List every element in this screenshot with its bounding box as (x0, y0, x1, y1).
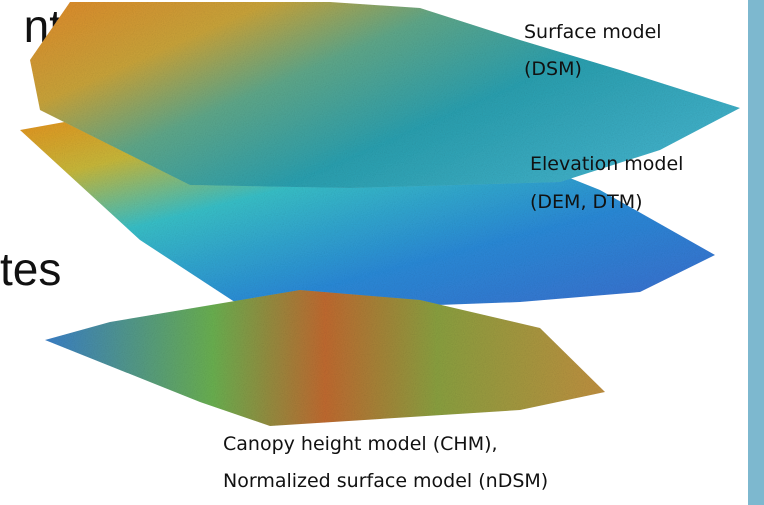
layer-label: Elevation model (530, 153, 683, 175)
slide-text: tes (0, 243, 61, 295)
layer-label: (DSM) (524, 58, 582, 80)
layer-label: Surface model (524, 21, 662, 43)
chm-surface (45, 290, 605, 426)
slide: nt tes Surface model (DSM) Elevation mod… (0, 0, 764, 505)
layer-label: Normalized surface model (nDSM) (223, 470, 548, 492)
layer-label: Canopy height model (CHM), (223, 433, 498, 455)
side-bar (748, 0, 764, 505)
layer-label: (DEM, DTM) (530, 191, 643, 213)
